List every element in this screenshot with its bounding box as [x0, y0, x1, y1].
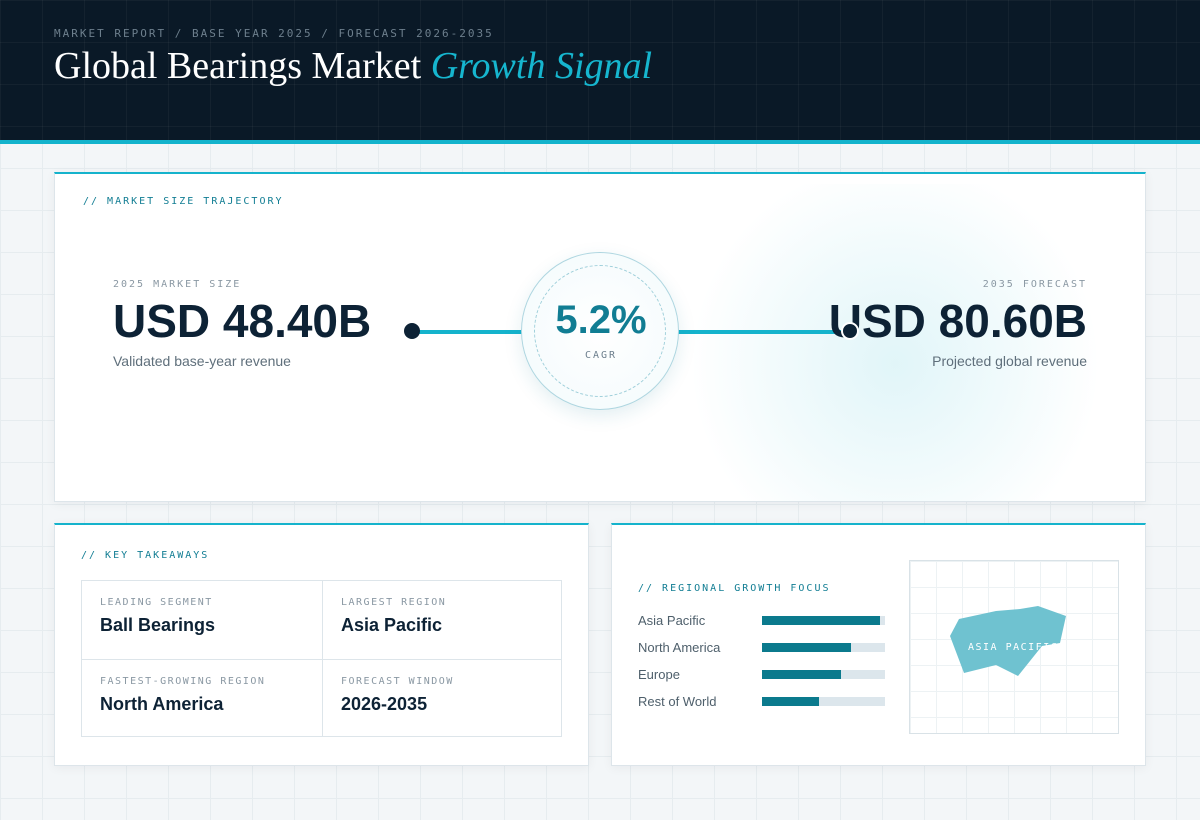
title-accent: Growth Signal [430, 45, 653, 87]
report-eyebrow: MARKET REPORT / BASE YEAR 2025 / FORECAS… [54, 27, 494, 40]
cagr-inner-ring: 5.2% CAGR [534, 265, 666, 397]
region-name: Rest of World [638, 694, 717, 709]
region-map: ASIA PACIFIC [909, 560, 1119, 734]
region-row: Rest of World [638, 694, 888, 710]
region-bar-track [762, 670, 885, 679]
page-title: Global Bearings Market Growth Signal [54, 44, 652, 88]
region-name: Europe [638, 667, 680, 682]
region-name: North America [638, 640, 721, 655]
takeaways-grid: LEADING SEGMENT Ball Bearings LARGEST RE… [81, 580, 562, 737]
base-year-eyebrow: 2025 MARKET SIZE [113, 279, 242, 290]
base-year-note: Validated base-year revenue [113, 353, 291, 369]
asia-pacific-map-icon: ASIA PACIFIC [950, 606, 1066, 676]
region-row: North America [638, 640, 888, 656]
regional-growth-card: // REGIONAL GROWTH FOCUS Asia Pacific No… [611, 523, 1146, 766]
key-takeaways-card: // KEY TAKEAWAYS LEADING SEGMENT Ball Be… [54, 523, 589, 766]
region-bar-fill [762, 643, 851, 652]
region-bar-fill [762, 670, 841, 679]
cagr-value: 5.2% [555, 298, 647, 342]
region-row: Europe [638, 667, 888, 683]
takeaway-value: 2026-2035 [341, 694, 428, 714]
region-name: Asia Pacific [638, 613, 706, 628]
title-main: Global Bearings Market [54, 45, 422, 87]
market-trajectory-card: // MARKET SIZE TRAJECTORY 2025 MARKET SI… [54, 172, 1146, 502]
takeaway-label: FORECAST WINDOW [341, 676, 454, 687]
takeaway-fastest-growing-region: FASTEST-GROWING REGION North America [82, 659, 322, 737]
forecast-note: Projected global revenue [932, 353, 1087, 369]
cagr-badge: 5.2% CAGR [521, 252, 679, 410]
region-bar-fill [762, 697, 819, 706]
takeaway-largest-region: LARGEST REGION Asia Pacific [322, 581, 562, 659]
region-bar-track [762, 643, 885, 652]
map-region-label: ASIA PACIFIC [968, 642, 1058, 653]
trajectory-end-dot [841, 322, 859, 340]
report-header: MARKET REPORT / BASE YEAR 2025 / FORECAS… [0, 0, 1200, 144]
takeaway-forecast-window: FORECAST WINDOW 2026-2035 [322, 659, 562, 737]
takeaway-value: Asia Pacific [341, 615, 443, 635]
takeaways-label: // KEY TAKEAWAYS [81, 550, 210, 561]
region-bar-track [762, 616, 885, 625]
trajectory-line-right [677, 330, 855, 334]
takeaway-value: North America [100, 694, 224, 714]
takeaway-label: LARGEST REGION [341, 597, 447, 608]
base-market-size: USD 48.40B [113, 295, 372, 347]
trajectory-label: // MARKET SIZE TRAJECTORY [83, 196, 284, 207]
takeaway-label: LEADING SEGMENT [100, 597, 213, 608]
trajectory-line-left [417, 330, 523, 334]
trajectory-start-dot [404, 323, 420, 339]
forecast-glow [675, 184, 1115, 501]
forecast-eyebrow: 2035 FORECAST [982, 279, 1087, 290]
region-bar-track [762, 697, 885, 706]
takeaway-label: FASTEST-GROWING REGION [100, 676, 266, 687]
takeaway-value: Ball Bearings [100, 615, 216, 635]
regional-label: // REGIONAL GROWTH FOCUS [638, 583, 831, 594]
forecast-market-size: USD 80.60B [828, 295, 1087, 347]
takeaway-leading-segment: LEADING SEGMENT Ball Bearings [82, 581, 322, 659]
region-bar-fill [762, 616, 881, 625]
cagr-label: CAGR [584, 350, 618, 361]
region-row: Asia Pacific [638, 613, 888, 629]
